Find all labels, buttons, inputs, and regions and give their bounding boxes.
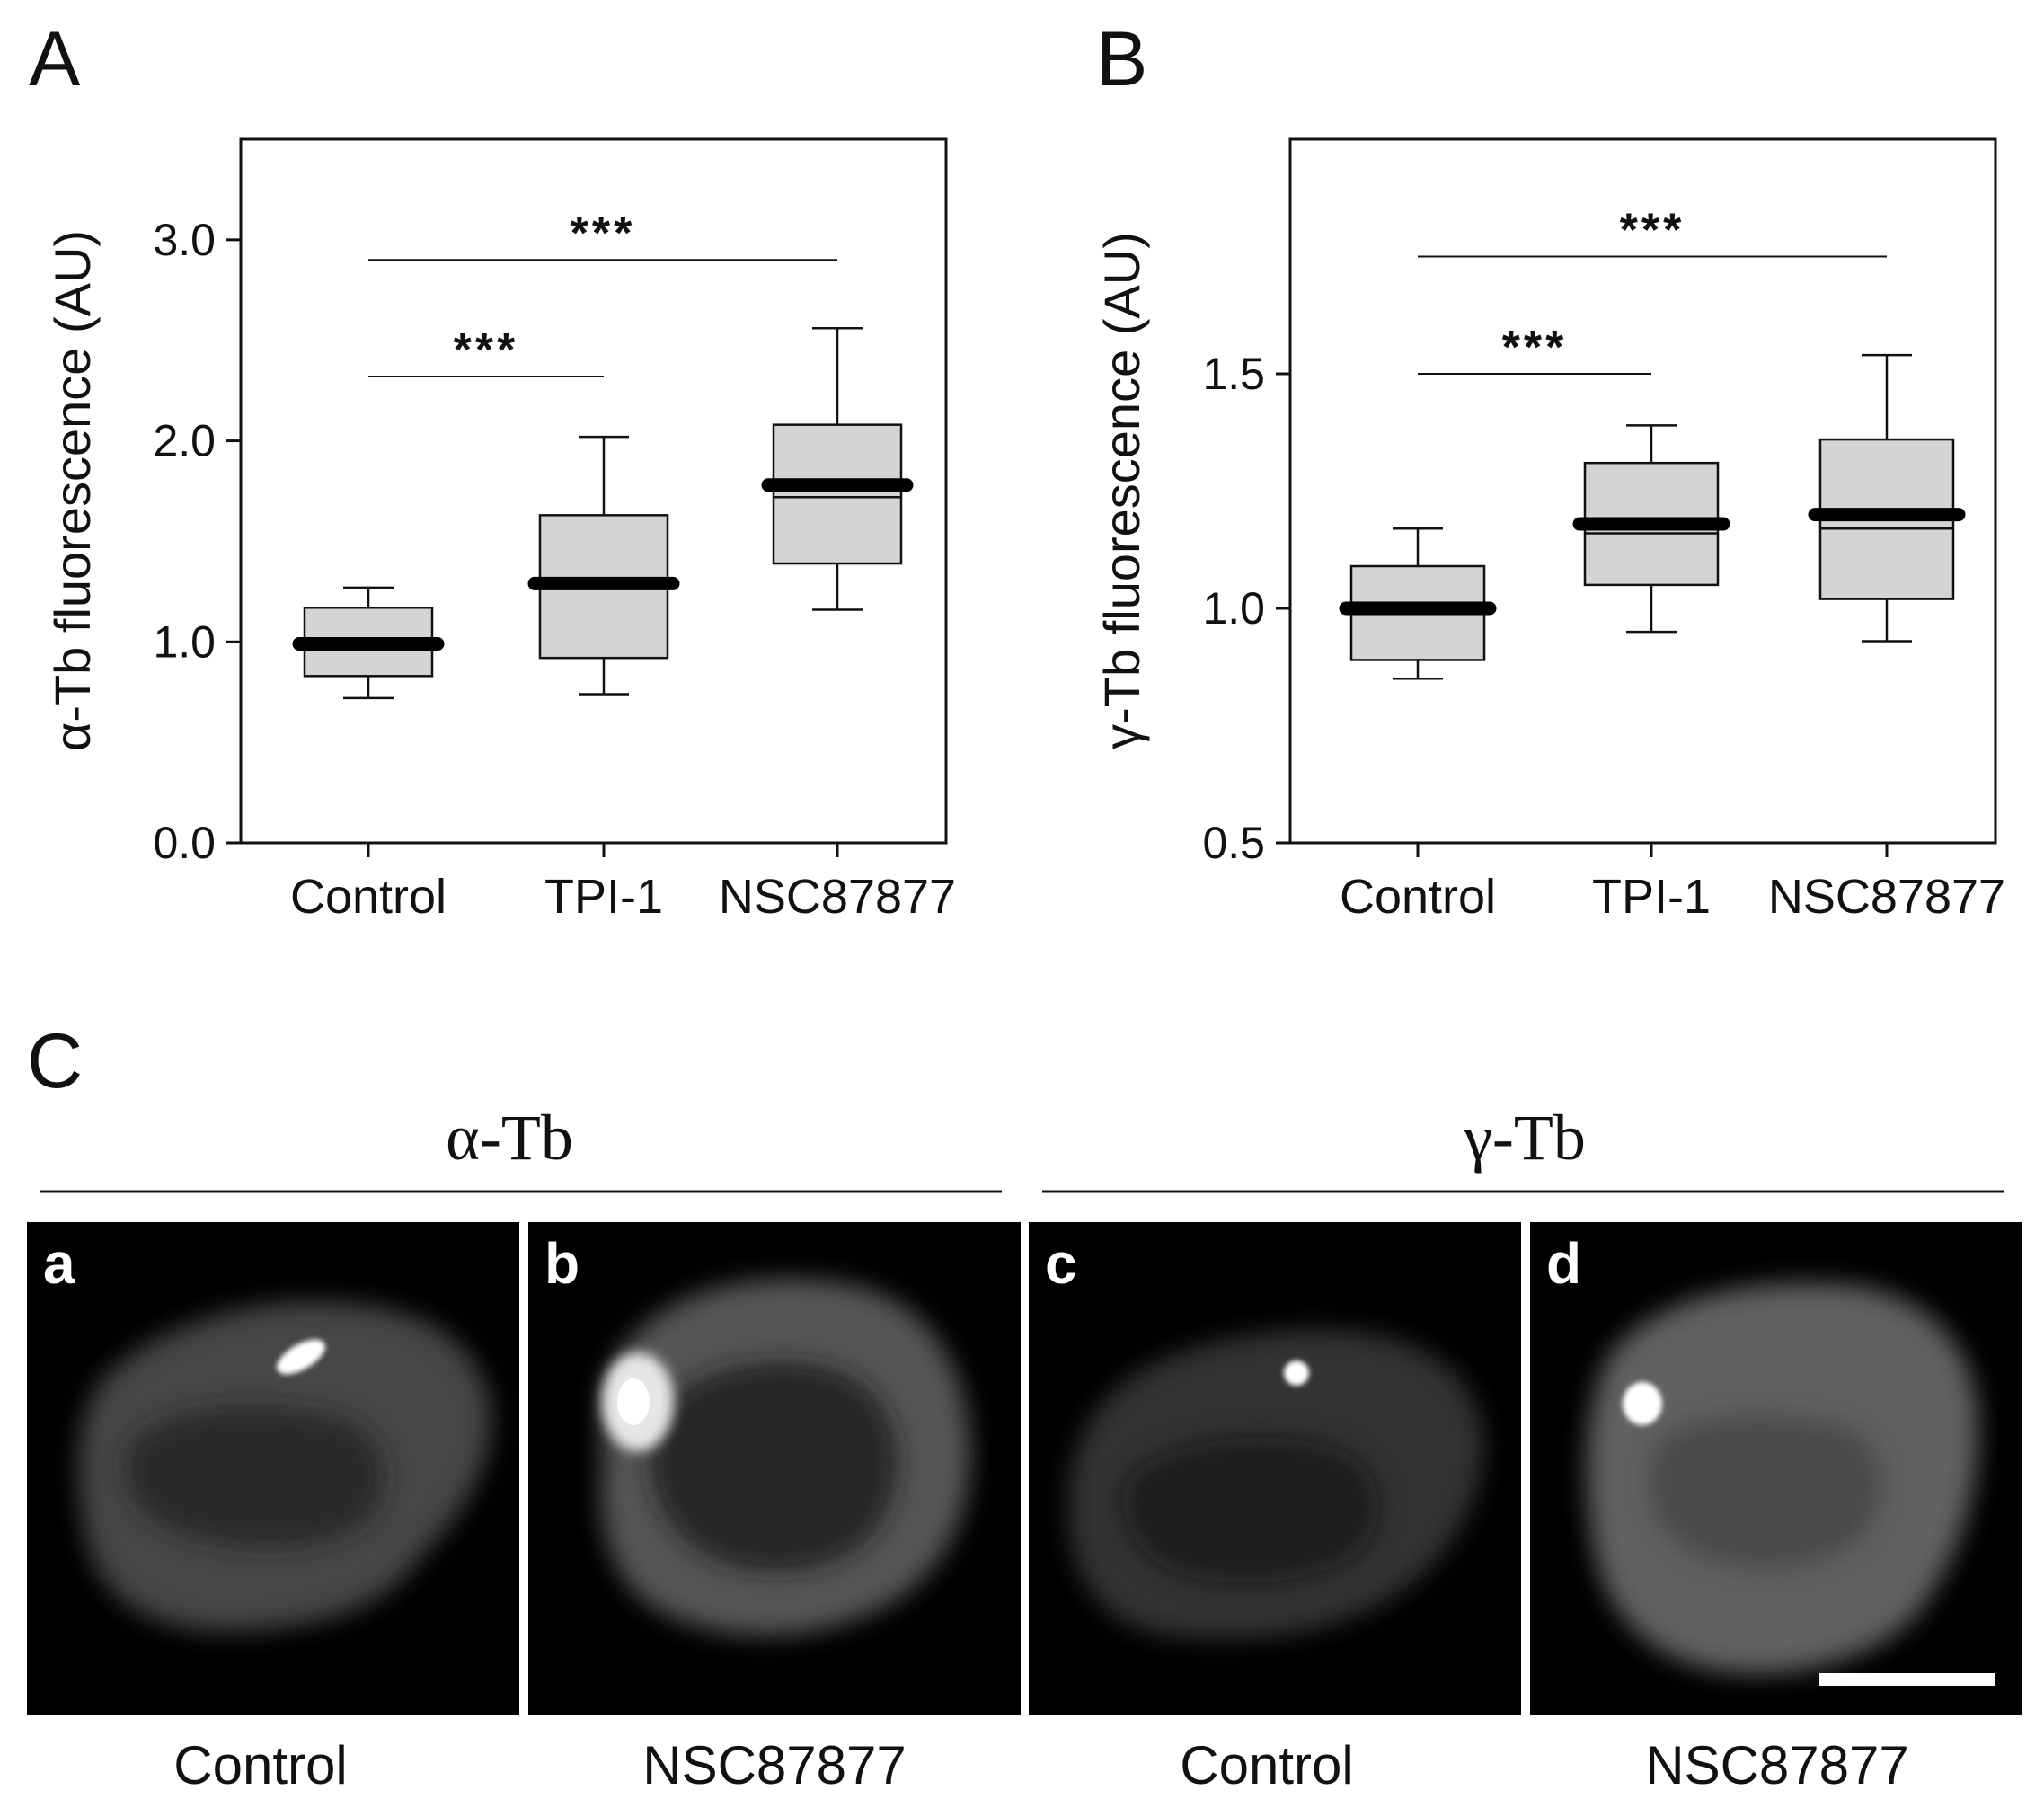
chart-b-x-tick-label: TPI-1: [1592, 870, 1711, 924]
chart-a-x-tick-label: NSC87877: [719, 870, 956, 924]
micrograph-c-caption: Control: [1180, 1735, 1353, 1795]
chart-b-y-tick-label: 1.0: [1202, 583, 1265, 634]
chart-a-y-tick-label: 1.0: [153, 616, 216, 667]
significance-label: ***: [454, 324, 519, 377]
chart-a-y-axis: 0.0 1.0 2.0 3.0: [153, 215, 241, 868]
chart-a-y-label: α-Tb fluorescence (AU): [44, 230, 101, 751]
chart-b-x-tick-label: NSC87877: [1768, 870, 2005, 924]
chart-a-box-3: [761, 327, 914, 611]
micrograph-d: [1530, 1222, 2022, 1715]
chart-b: 0.5 1.0 1.5 Control TPI-1 NSC87877 *** *** γ-…: [1093, 137, 2005, 924]
micrograph-a-letter: a: [43, 1231, 75, 1296]
micrograph-a-caption: Control: [173, 1735, 347, 1795]
significance-marker: ***: [368, 324, 604, 377]
group-label-gamma-tb: γ-Tb: [1463, 1102, 1586, 1174]
chart-b-x-tick-label: Control: [1340, 870, 1496, 924]
chart-b-y-tick-label: 0.5: [1202, 818, 1265, 868]
significance-marker: ***: [1418, 322, 1651, 375]
chart-b-boxes: [1339, 353, 1966, 680]
panel-letter-c: C: [27, 1018, 83, 1104]
micrograph-b-caption: NSC87877: [642, 1735, 907, 1795]
chart-b-box-1: [1339, 527, 1497, 680]
significance-label: ***: [1620, 205, 1686, 257]
micrograph-a: [27, 1222, 519, 1715]
group-label-alpha-tb: α-Tb: [446, 1102, 573, 1174]
chart-a-x-tick-label: Control: [290, 870, 447, 924]
box-iqr: [772, 423, 903, 565]
chart-a-box-2: [527, 435, 680, 696]
chart-b-x-axis: Control TPI-1 NSC87877: [1340, 843, 2005, 924]
panel-letter-a: A: [29, 16, 81, 102]
micrograph-c-letter: c: [1045, 1231, 1077, 1296]
chart-b-box-2: [1572, 424, 1730, 634]
chart-a-x-tick-label: TPI-1: [544, 870, 663, 924]
significance-label: ***: [1502, 322, 1568, 374]
micrograph-c: [1029, 1222, 1521, 1715]
chart-a-y-tick-label: 3.0: [153, 215, 216, 265]
micrograph-b: [528, 1222, 1021, 1715]
chart-b-significance: *** ***: [1418, 205, 1887, 375]
chart-b-box-3: [1808, 353, 1966, 643]
chart-a-y-tick-label: 2.0: [153, 416, 216, 466]
micrograph-d-letter: d: [1546, 1231, 1581, 1296]
chart-a: 0.01.02.03.0 Control TPI-1 NSC87877 ******…: [44, 137, 956, 924]
significance-marker: ***: [1418, 205, 1887, 258]
scale-bar: [1819, 1673, 1995, 1686]
chart-a-significance: *** ***: [368, 208, 837, 377]
micrograph-d-caption: NSC87877: [1645, 1735, 1909, 1795]
micrograph-b-letter: b: [544, 1231, 580, 1296]
chart-a-x-axis: Control TPI-1 NSC87877: [290, 843, 956, 924]
significance-marker: ***: [368, 208, 837, 261]
chart-b-y-axis: 0.5 1.0 1.5: [1202, 349, 1290, 868]
significance-label: ***: [571, 208, 636, 260]
chart-a-box-1: [292, 586, 445, 700]
panel-letter-b: B: [1096, 16, 1147, 102]
chart-b-y-tick-label: 1.5: [1202, 349, 1265, 399]
chart-a-y-tick-label: 0.0: [153, 818, 216, 868]
chart-a-boxes: [292, 327, 914, 700]
chart-b-y-label: γ-Tb fluorescence (AU): [1093, 232, 1150, 749]
